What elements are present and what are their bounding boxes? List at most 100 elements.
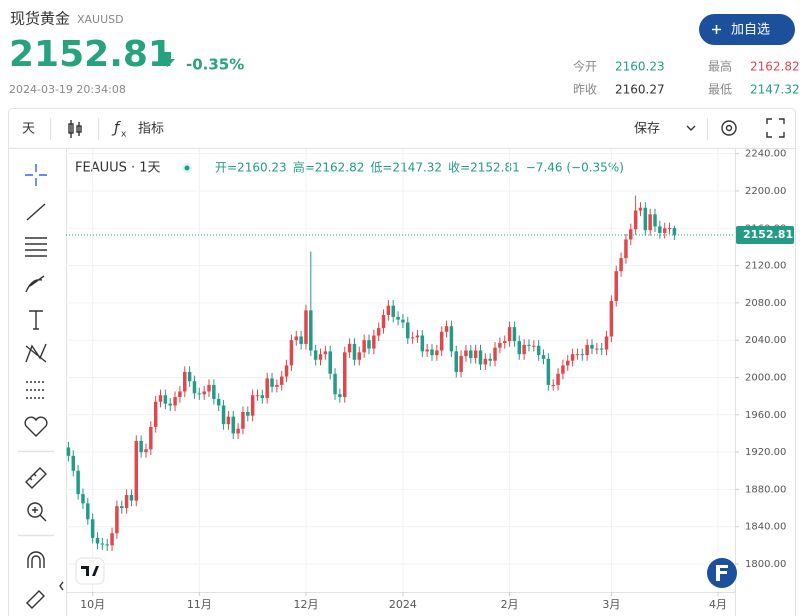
stat-value: 2160.23 — [615, 60, 665, 74]
y-tick-label: 1800.00 — [745, 559, 786, 570]
ohlc-legend: 开=2160.23 高=2162.82 低=2147.32 收=2152.81 −7.4… — [215, 160, 624, 175]
text-tool[interactable] — [29, 310, 43, 330]
candle — [609, 295, 614, 343]
interval-button[interactable]: 天 — [22, 122, 35, 137]
candle-body — [570, 354, 575, 361]
candle — [406, 316, 410, 344]
x-tick-label: 4月 — [709, 598, 727, 611]
down-arrow — [160, 52, 175, 67]
candle-body — [561, 365, 565, 374]
candle — [658, 220, 662, 239]
stat-value: 2162.82 — [750, 60, 800, 74]
candle — [279, 370, 284, 391]
candle-body — [595, 348, 599, 350]
candle — [352, 338, 357, 366]
candle — [667, 222, 672, 234]
candle — [546, 353, 551, 391]
candle-body — [372, 335, 376, 349]
x-tick-label: 3月 — [602, 598, 620, 611]
candle — [231, 411, 235, 440]
chart-style-button[interactable] — [68, 120, 82, 138]
candle-body — [289, 340, 294, 366]
candle-body — [493, 347, 497, 361]
candle-body — [391, 305, 395, 317]
fx-icon: ƒ — [111, 119, 121, 137]
candle — [488, 353, 492, 367]
candle — [304, 304, 308, 350]
candle — [115, 500, 119, 539]
candle — [153, 396, 158, 433]
candle-body — [294, 336, 299, 341]
candle — [672, 225, 677, 241]
add-watchlist-button[interactable]: 加自选 — [699, 14, 795, 45]
candle-body — [449, 326, 454, 352]
candle-body — [517, 341, 522, 355]
status-dot — [184, 165, 190, 171]
candle — [483, 353, 488, 371]
fullscreen-button[interactable] — [766, 118, 785, 138]
candle-body — [585, 344, 589, 356]
prediction-tool[interactable] — [26, 381, 46, 399]
candle-body — [488, 358, 492, 361]
x-tick-label: 2024 — [389, 598, 417, 611]
candle-body — [216, 398, 221, 406]
settings-button[interactable] — [721, 120, 737, 136]
candle-body — [144, 449, 148, 453]
candle — [216, 393, 221, 412]
collapse-tools[interactable] — [59, 581, 64, 591]
trend-line-tool[interactable] — [26, 203, 46, 221]
candle-body — [270, 378, 274, 387]
candle-body — [522, 344, 526, 355]
candle-body — [556, 373, 560, 385]
candle-body — [212, 384, 216, 399]
candle — [536, 340, 541, 361]
y-tick-label: 1880.00 — [745, 484, 786, 495]
pattern-tool[interactable] — [25, 343, 47, 363]
candle-body — [309, 310, 313, 351]
candle-body — [546, 358, 551, 385]
save-menu-chevron[interactable] — [686, 125, 696, 131]
brush-tool[interactable] — [25, 275, 45, 293]
legend-item: 开=2160.23 — [215, 161, 287, 175]
candle — [478, 344, 483, 371]
candle — [454, 345, 458, 378]
candle-body — [590, 344, 594, 349]
lock-tool[interactable] — [26, 590, 45, 609]
candle-body — [265, 378, 269, 399]
candle — [566, 355, 570, 371]
candle-body — [299, 336, 303, 344]
y-tick-label: 1920.00 — [745, 447, 786, 458]
candle — [459, 350, 463, 378]
zoom-tool[interactable] — [27, 502, 47, 522]
candle-body — [173, 397, 177, 406]
candle — [120, 500, 124, 514]
save-button[interactable]: 保存 — [634, 122, 660, 137]
candle — [173, 391, 177, 412]
y-tick-label: 2240.00 — [745, 149, 786, 160]
candle — [323, 345, 328, 360]
favorites-tool[interactable] — [24, 416, 48, 437]
stat-value: 2160.27 — [615, 83, 665, 97]
candle-body — [304, 310, 308, 344]
candle-body — [318, 354, 323, 360]
indicators-button[interactable]: ƒ x 指标 — [111, 119, 164, 140]
candle — [541, 349, 546, 365]
ruler-tool[interactable] — [25, 467, 47, 489]
magnet-tool[interactable] — [27, 551, 45, 568]
fib-tool[interactable] — [25, 237, 47, 257]
candle — [517, 335, 522, 360]
candle-body — [527, 344, 531, 346]
candle-body — [541, 355, 546, 359]
candle — [575, 348, 580, 360]
x-tick-label: 12月 — [293, 598, 318, 611]
candle — [347, 338, 352, 358]
crosshair-tool[interactable] — [25, 164, 47, 186]
candle-body — [163, 395, 168, 404]
y-tick-label: 2040.00 — [745, 335, 786, 346]
candle-body — [250, 395, 255, 416]
candle-body — [430, 349, 434, 356]
candle-body — [536, 345, 541, 356]
candle — [318, 348, 323, 366]
candle — [561, 359, 565, 380]
